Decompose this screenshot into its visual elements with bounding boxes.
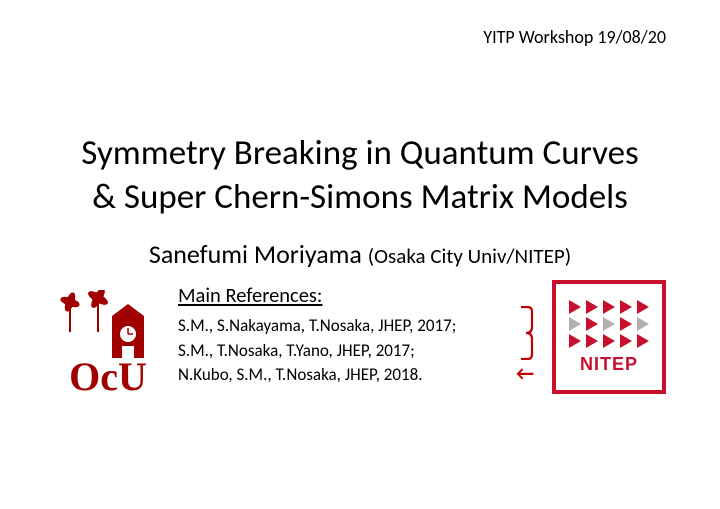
nitep-triangles-row (569, 334, 649, 348)
author-name: Sanefumi Moriyama (149, 238, 362, 270)
nitep-logo: NITEP (552, 280, 666, 394)
references-heading: Main References: (178, 282, 518, 308)
workshop-header: YITP Workshop 19/08/20 (483, 26, 666, 48)
triangle-icon (637, 334, 649, 348)
nitep-triangles-row (569, 300, 649, 314)
slide-title: Symmetry Breaking in Quantum Curves & Su… (0, 132, 720, 220)
triangle-icon (586, 317, 598, 331)
triangle-icon (637, 300, 649, 314)
triangle-icon (620, 300, 632, 314)
slide: YITP Workshop 19/08/20 Symmetry Breaking… (0, 0, 720, 509)
triangle-icon (603, 334, 615, 348)
triangle-icon (620, 317, 632, 331)
triangle-icon (637, 317, 649, 331)
references-block: Main References: S.M., S.Nakayama, T.Nos… (178, 282, 518, 388)
arrow-left-icon: ← (516, 362, 534, 386)
triangle-icon (603, 300, 615, 314)
nitep-label: NITEP (580, 354, 638, 375)
nitep-triangles-row (569, 317, 649, 331)
author-affiliation: (Osaka City Univ/NITEP) (368, 243, 571, 269)
title-line-2: & Super Chern-Simons Matrix Models (92, 176, 628, 218)
title-line-1: Symmetry Breaking in Quantum Curves (81, 132, 638, 174)
triangle-icon (569, 300, 581, 314)
ocu-logo: OcU (48, 290, 168, 400)
reference-item: S.M., S.Nakayama, T.Nosaka, JHEP, 2017; (178, 314, 518, 339)
triangle-icon (569, 317, 581, 331)
triangle-icon (586, 334, 598, 348)
reference-item: S.M., T.Nosaka, T.Yano, JHEP, 2017; (178, 339, 518, 364)
grouping-bracket-icon (520, 306, 534, 360)
triangle-icon (603, 317, 615, 331)
reference-item: N.Kubo, S.M., T.Nosaka, JHEP, 2018. (178, 363, 518, 388)
triangle-icon (586, 300, 598, 314)
svg-text:OcU: OcU (69, 354, 147, 399)
triangle-icon (620, 334, 632, 348)
author-line: Sanefumi Moriyama (Osaka City Univ/NITEP… (0, 238, 720, 270)
triangle-icon (569, 334, 581, 348)
